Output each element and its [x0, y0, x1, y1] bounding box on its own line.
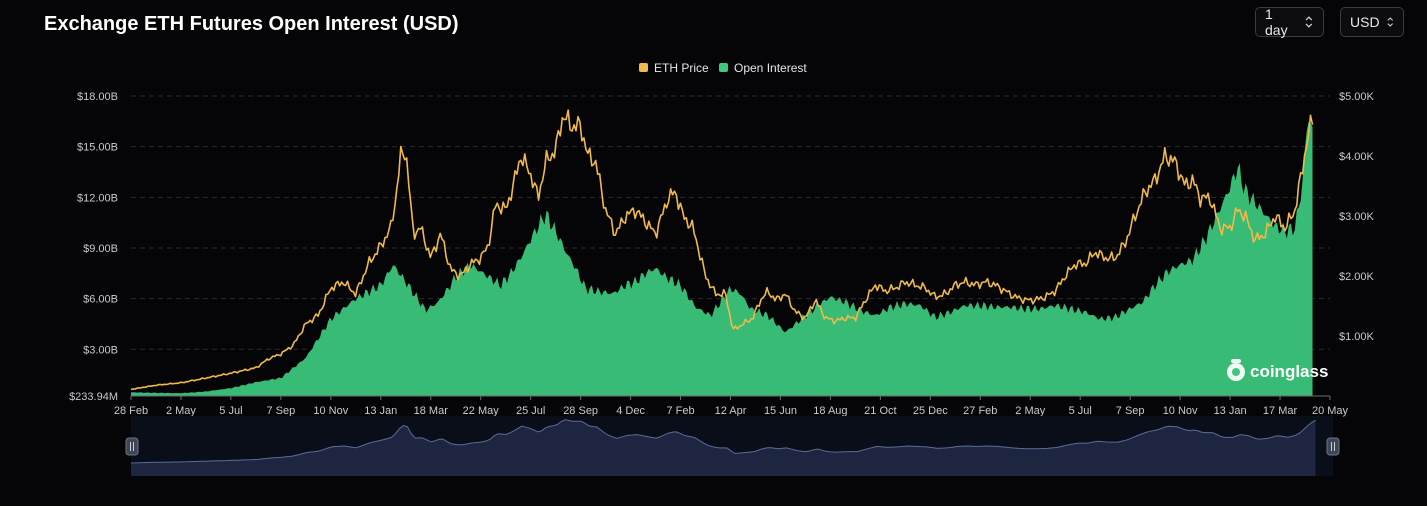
- x-tick-label: 4 Dec: [616, 405, 645, 417]
- coinglass-logo-icon: [1227, 359, 1245, 381]
- x-tick-label: 27 Feb: [963, 405, 997, 417]
- y-right-tick-label: $4.00K: [1339, 151, 1375, 163]
- y-right-tick-label: $3.00K: [1339, 211, 1375, 223]
- watermark-text: coinglass: [1250, 362, 1328, 381]
- x-tick-label: 18 Aug: [813, 405, 847, 417]
- eth-price-series: [130, 109, 1314, 391]
- x-tick-label: 5 Jul: [219, 405, 242, 417]
- x-tick-label: 25 Jul: [516, 405, 545, 417]
- legend-item-eth-price[interactable]: ETH Price: [654, 61, 709, 75]
- interval-select-value: 1 day: [1265, 6, 1288, 38]
- interval-select[interactable]: 1 day: [1255, 6, 1324, 38]
- x-tick-label: 15 Jun: [764, 405, 797, 417]
- y-left-tick-label: $6.00B: [83, 294, 118, 306]
- y-left-tick-label: $3.00B: [83, 344, 118, 356]
- x-tick-label: 10 Nov: [1163, 405, 1198, 417]
- currency-select[interactable]: USD: [1340, 7, 1404, 37]
- x-tick-label: 7 Feb: [666, 405, 694, 417]
- x-tick-label: 10 Nov: [313, 405, 348, 417]
- navigator-line: [130, 419, 1316, 464]
- x-tick-label: 13 Jan: [364, 405, 397, 417]
- x-tick-label: 2 May: [166, 405, 196, 417]
- legend-swatch-eth-price: [639, 63, 648, 72]
- legend-item-open-interest[interactable]: Open Interest: [734, 61, 807, 75]
- x-tick-label: 25 Dec: [913, 405, 948, 417]
- navigator-area: [131, 419, 1316, 476]
- navigator-handle-right[interactable]: [1326, 437, 1340, 456]
- y-right-tick-label: $5.00K: [1339, 91, 1375, 103]
- legend-swatch-open-interest: [719, 63, 728, 72]
- x-tick-label: 22 May: [463, 405, 500, 417]
- x-tick-label: 5 Jul: [1069, 405, 1092, 417]
- y-right-tick-label: $1.00K: [1339, 331, 1375, 343]
- x-tick-label: 12 Apr: [715, 405, 747, 417]
- eth-price-line: [130, 109, 1314, 391]
- y-left-tick-label: $233.94M: [69, 391, 118, 403]
- x-tick-label: 13 Jan: [1214, 405, 1247, 417]
- open-interest-series: [131, 121, 1313, 396]
- currency-select-value: USD: [1350, 14, 1380, 30]
- y-left-tick-label: $12.00B: [77, 192, 118, 204]
- coinglass-watermark: coinglass: [1227, 359, 1328, 381]
- y-left-tick-label: $9.00B: [83, 243, 118, 255]
- x-tick-label: 7 Sep: [1116, 405, 1145, 417]
- legend[interactable]: ETH Price Open Interest: [639, 61, 807, 75]
- chart-title: Exchange ETH Futures Open Interest (USD): [44, 13, 459, 35]
- chevron-updown-icon: [1305, 16, 1313, 28]
- navigator-handle-left[interactable]: [125, 437, 139, 456]
- x-tick-label: 17 Mar: [1263, 405, 1298, 417]
- navigator[interactable]: [125, 416, 1340, 476]
- axes: $233.94M $3.00B $6.00B $9.00B $12.00B $15.00B…: [69, 91, 1374, 417]
- chevron-updown-icon: [1386, 17, 1393, 27]
- x-tick-label: 28 Feb: [114, 405, 148, 417]
- x-tick-label: 7 Sep: [267, 405, 296, 417]
- open-interest-area: [131, 121, 1313, 396]
- y-left-tick-label: $15.00B: [77, 142, 118, 154]
- x-tick-label: 2 May: [1015, 405, 1045, 417]
- x-tick-label: 20 May: [1312, 405, 1349, 417]
- x-tick-label: 18 Mar: [414, 405, 449, 417]
- x-tick-label: 21 Oct: [864, 405, 896, 417]
- y-right-tick-label: $2.00K: [1339, 271, 1375, 283]
- y-left-tick-label: $18.00B: [77, 91, 118, 103]
- x-tick-label: 28 Sep: [563, 405, 598, 417]
